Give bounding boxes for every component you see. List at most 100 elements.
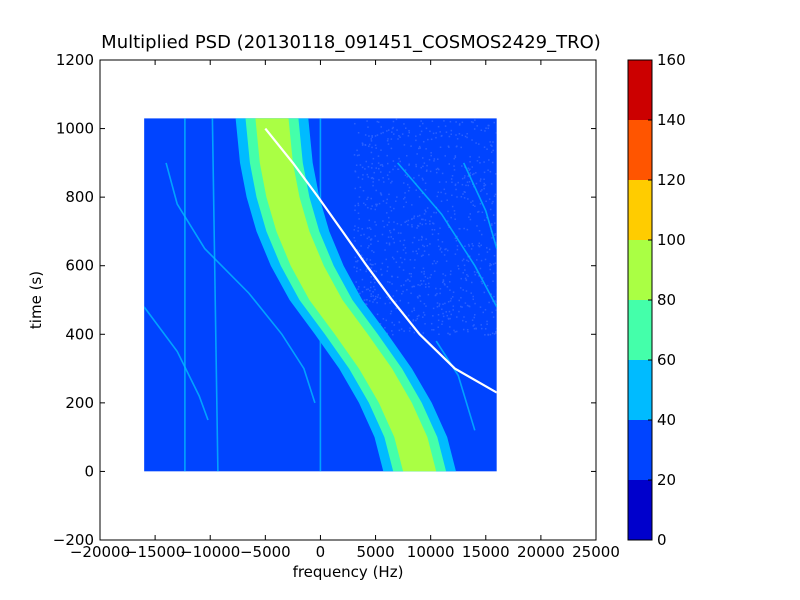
speckle-dot xyxy=(405,252,407,254)
speckle-dot xyxy=(370,138,373,140)
speckle-dot xyxy=(404,196,406,199)
speckle-dot xyxy=(491,224,493,227)
colorbar-tick-label: 60 xyxy=(657,351,676,369)
speckle-dot xyxy=(425,223,427,225)
speckle-dot xyxy=(384,302,387,305)
speckle-dot xyxy=(403,330,405,332)
speckle-dot xyxy=(392,295,395,297)
faint-track-0 xyxy=(144,306,209,421)
speckle-dot xyxy=(411,204,413,206)
axes: −20000−15000−10000 −5000 0 5000 10000 15000 20… xyxy=(53,51,620,561)
speckle-dot xyxy=(393,207,395,210)
speckle-dot xyxy=(401,292,403,295)
speckle-dot xyxy=(374,144,377,147)
speckle-dot xyxy=(390,310,393,313)
speckle-dot xyxy=(459,228,461,230)
speckle-dot xyxy=(395,289,398,292)
speckle-dot xyxy=(376,296,379,298)
speckle-dot xyxy=(453,169,456,171)
speckle-dot xyxy=(464,191,466,194)
speckle-dot xyxy=(381,233,384,236)
speckle-dot xyxy=(374,135,377,137)
speckle-dot xyxy=(365,303,367,305)
speckle-dot xyxy=(455,145,458,148)
speckle-dot xyxy=(476,259,478,261)
speckle-dot xyxy=(386,154,388,157)
speckle-dot xyxy=(463,227,465,230)
speckle-dot xyxy=(495,309,497,312)
speckle-dot xyxy=(444,248,446,251)
speckle-dot xyxy=(456,145,458,147)
speckle-dot xyxy=(393,221,395,223)
speckle-dot xyxy=(421,236,423,239)
speckle-dot xyxy=(417,284,419,286)
speckle-dot xyxy=(458,310,460,313)
speckle-dot xyxy=(451,296,454,298)
speckle-dot xyxy=(439,292,441,295)
speckle-dot xyxy=(355,164,358,166)
speckle-dot xyxy=(460,296,462,299)
speckle-dot xyxy=(417,248,420,250)
speckle-dot xyxy=(481,277,484,279)
speckle-dot xyxy=(425,170,428,172)
colorbar-bin-2 xyxy=(628,360,652,420)
speckle-dot xyxy=(452,309,454,311)
speckle-dot xyxy=(356,260,358,263)
speckle-dot xyxy=(495,327,497,330)
speckle-dot xyxy=(366,299,368,301)
speckle-dot xyxy=(494,193,497,196)
speckle-dot xyxy=(388,221,390,224)
speckle-dot xyxy=(463,191,466,193)
speckle-dot xyxy=(367,166,370,168)
speckle-dot xyxy=(471,281,473,284)
speckle-dot xyxy=(473,271,476,273)
speckle-dot xyxy=(367,246,369,249)
speckle-dot xyxy=(467,184,470,187)
speckle-dot xyxy=(410,218,413,221)
speckle-dot xyxy=(430,154,432,157)
speckle-dot xyxy=(424,276,427,278)
speckle-dot xyxy=(415,163,417,166)
speckle-dot xyxy=(472,298,475,301)
colorbar-bin-1 xyxy=(628,420,652,480)
speckle-dot xyxy=(420,271,423,273)
speckle-dot xyxy=(400,232,402,234)
speckle-dot xyxy=(488,301,490,304)
speckle-dot xyxy=(369,263,372,265)
speckle-dot xyxy=(462,328,465,331)
speckle-dot xyxy=(370,267,373,269)
speckle-dot xyxy=(419,222,421,225)
speckle-dot xyxy=(441,241,444,243)
chart-title: Multiplied PSD (20130118_091451_COSMOS24… xyxy=(101,32,601,53)
speckle-dot xyxy=(399,299,401,302)
speckle-dot xyxy=(453,157,456,160)
speckle-dot xyxy=(429,170,432,173)
speckle-dot xyxy=(419,300,422,302)
speckle-dot xyxy=(366,227,369,229)
speckle-dot xyxy=(484,308,487,311)
speckle-dot xyxy=(433,270,436,272)
speckle-dot xyxy=(453,329,455,332)
speckle-dot xyxy=(415,165,418,168)
speckle-dot xyxy=(492,200,494,203)
speckle-dot xyxy=(409,327,411,329)
speckle-dot xyxy=(442,315,445,318)
speckle-dot xyxy=(486,247,488,249)
speckle-dot xyxy=(407,189,410,192)
speckle-dot xyxy=(487,169,489,171)
speckle-dot xyxy=(477,211,479,213)
speckle-dot xyxy=(381,163,383,166)
speckle-dot xyxy=(366,120,368,122)
speckle-dot xyxy=(417,224,419,227)
speckle-dot xyxy=(490,144,492,146)
speckle-dot xyxy=(390,210,393,212)
speckle-dot xyxy=(463,316,465,318)
speckle-dot xyxy=(483,291,486,294)
speckle-dot xyxy=(430,152,432,154)
speckle-dot xyxy=(473,327,476,330)
x-tick-label: −20000 xyxy=(70,543,130,561)
speckle-dot xyxy=(421,223,424,226)
speckle-dot xyxy=(431,228,434,231)
speckle-dot xyxy=(450,216,452,219)
speckle-dot xyxy=(454,184,457,187)
